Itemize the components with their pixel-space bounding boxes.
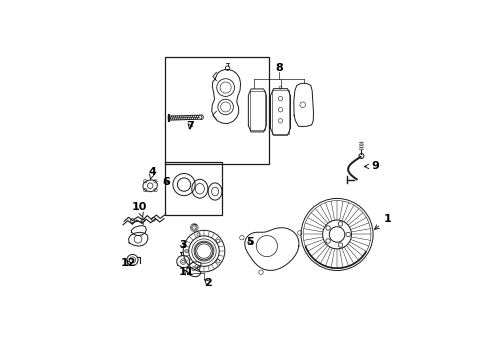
Text: 1: 1 bbox=[374, 214, 392, 229]
Text: 9: 9 bbox=[365, 161, 380, 171]
Bar bbox=[250, 91, 265, 130]
Bar bbox=[165, 162, 222, 215]
Bar bbox=[165, 57, 269, 164]
Text: 2: 2 bbox=[204, 278, 212, 288]
Text: 7: 7 bbox=[186, 121, 194, 131]
Text: 4: 4 bbox=[148, 167, 156, 180]
Text: 10: 10 bbox=[131, 202, 147, 217]
Text: 3: 3 bbox=[179, 240, 187, 250]
Text: 11: 11 bbox=[178, 267, 194, 278]
Text: 5: 5 bbox=[246, 237, 254, 247]
Bar bbox=[272, 90, 289, 134]
Text: 6: 6 bbox=[162, 176, 170, 186]
Text: 8: 8 bbox=[275, 63, 283, 73]
Text: 12: 12 bbox=[121, 257, 136, 267]
